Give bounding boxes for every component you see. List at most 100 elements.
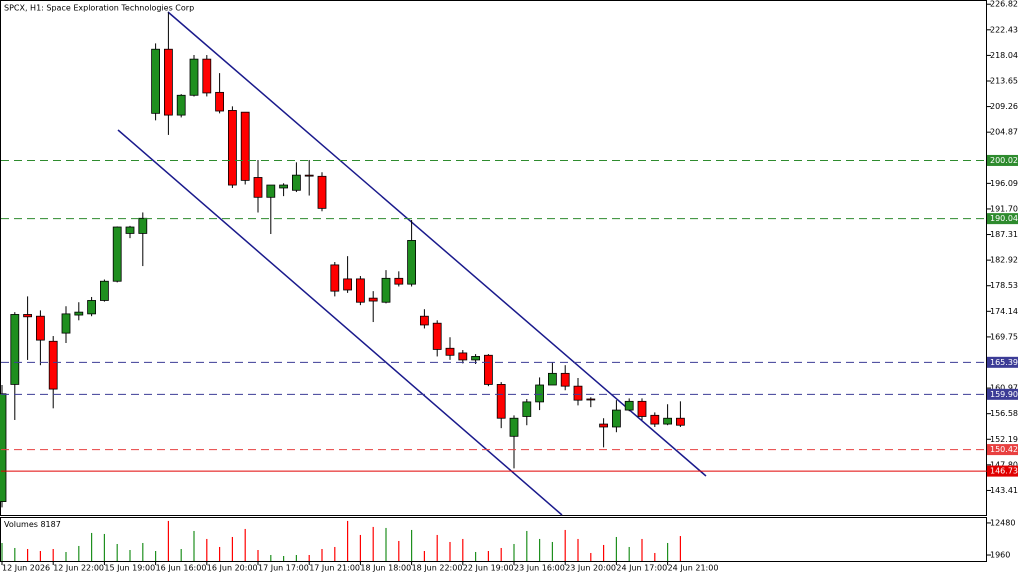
candle-body (215, 91, 225, 112)
price-level-label: 159.90 (990, 390, 1018, 399)
candle-body (0, 393, 7, 502)
candle-body (355, 278, 365, 303)
volume-panel-frame (0, 517, 987, 562)
candle-body (637, 400, 647, 417)
candle-body (100, 280, 109, 301)
candle-body (586, 398, 596, 401)
y-tick-label: 187.31 (990, 230, 1018, 239)
candle-body (458, 352, 468, 361)
x-tick-label: 24 Jun 17:00 (616, 564, 667, 573)
candle-body (253, 177, 263, 198)
candle-body (112, 226, 122, 282)
y-tick-label: 226.82 (990, 0, 1018, 9)
y-tick-label: 196.09 (990, 179, 1018, 188)
y-tick-label: 178.53 (990, 281, 1018, 290)
x-tick-label: 23 Jun 16:00 (514, 564, 565, 573)
x-tick-label: 22 Jun 19:00 (463, 564, 514, 573)
x-tick-label: 16 Jun 20:00 (207, 564, 258, 573)
candle-body (663, 417, 672, 425)
price-level-label: 146.73 (990, 467, 1018, 476)
y-tick-label: 213.65 (990, 76, 1018, 85)
candle-body (612, 409, 621, 428)
candle-body (368, 297, 378, 302)
x-tick-label: 16 Jun 16:00 (156, 564, 207, 573)
candle-body (317, 175, 327, 209)
candle-body (407, 240, 417, 285)
price-level-label: 165.39 (990, 358, 1018, 367)
candle-body (202, 58, 212, 94)
y-tick-label: 160.97 (990, 384, 1018, 393)
candle-body (548, 372, 557, 386)
candle-body (535, 384, 544, 403)
price-level-badge (987, 444, 1018, 456)
volume-tick-label: 12480 (990, 518, 1015, 527)
candle-body (471, 356, 481, 361)
candle-body (419, 315, 429, 326)
candle-body (343, 278, 353, 291)
x-tick-label: 18 Jun 18:00 (360, 564, 411, 573)
y-tick-label: 152.19 (990, 435, 1018, 444)
y-tick-label: 169.75 (990, 332, 1018, 341)
y-tick-label: 191.70 (990, 204, 1018, 213)
candle-body (624, 400, 634, 411)
x-tick-label: 24 Jun 21:00 (668, 564, 719, 573)
volume-label: Volumes (4, 520, 38, 529)
candle-body (381, 277, 391, 303)
candle-body (61, 313, 71, 334)
candle-body (36, 315, 45, 341)
x-tick-label: 12 Jun 2026 (2, 564, 50, 573)
candle-body (240, 111, 250, 181)
candle-body (676, 417, 685, 426)
candle-body (330, 264, 340, 292)
candle-body (650, 414, 660, 425)
price-level-badge (987, 213, 1018, 225)
y-tick-label: 204.87 (990, 128, 1018, 137)
y-tick-label: 209.26 (990, 102, 1018, 111)
candle-body (291, 174, 301, 191)
y-tick-label: 182.92 (990, 256, 1018, 265)
x-tick-label: 17 Jun 17:00 (258, 564, 309, 573)
x-tick-label: 17 Jun 21:00 (309, 564, 360, 573)
channel-upper-line (167, 11, 707, 477)
candle-body (163, 48, 173, 116)
price-level-badge (987, 356, 1018, 368)
x-tick-label: 23 Jun 20:00 (565, 564, 616, 573)
price-level-badge (987, 388, 1018, 400)
candle-body (87, 300, 96, 315)
candle-body (138, 217, 148, 234)
candle-body (10, 314, 20, 385)
x-tick-label: 18 Jun 22:00 (412, 564, 463, 573)
y-tick-label: 147.80 (990, 460, 1018, 469)
candle-body (522, 401, 532, 417)
main-panel-frame (0, 0, 987, 516)
candle-body (279, 184, 289, 189)
y-tick-label: 174.14 (990, 307, 1018, 316)
candle-body (432, 322, 442, 350)
candle-body (573, 385, 583, 401)
channel-lower-line (117, 129, 563, 516)
y-tick-label: 143.41 (990, 486, 1018, 495)
candle-body (304, 174, 314, 177)
x-tick-label: 15 Jun 19:00 (104, 564, 155, 573)
candle-body (23, 314, 33, 318)
candle-body (266, 184, 276, 198)
candle-body (445, 347, 455, 356)
candle-body (560, 372, 570, 387)
chart-title: SPCX, H1: Space Exploration Technologies… (4, 4, 194, 13)
price-level-label: 200.02 (990, 156, 1018, 165)
price-level-badge (987, 465, 1018, 477)
candle-body (496, 384, 506, 419)
candle-body (74, 311, 84, 316)
candle-body (189, 58, 199, 96)
x-tick-label: 12 Jun 22:00 (53, 564, 104, 573)
candle-body (394, 277, 404, 285)
price-level-label: 190.04 (990, 214, 1018, 223)
candle-body (509, 417, 519, 437)
candle-body (599, 423, 608, 428)
candle-body (48, 340, 58, 390)
price-level-label: 150.42 (990, 445, 1018, 454)
volume-last-value: 8187 (40, 520, 60, 529)
volume-caption: Volumes 8187 (4, 520, 61, 529)
